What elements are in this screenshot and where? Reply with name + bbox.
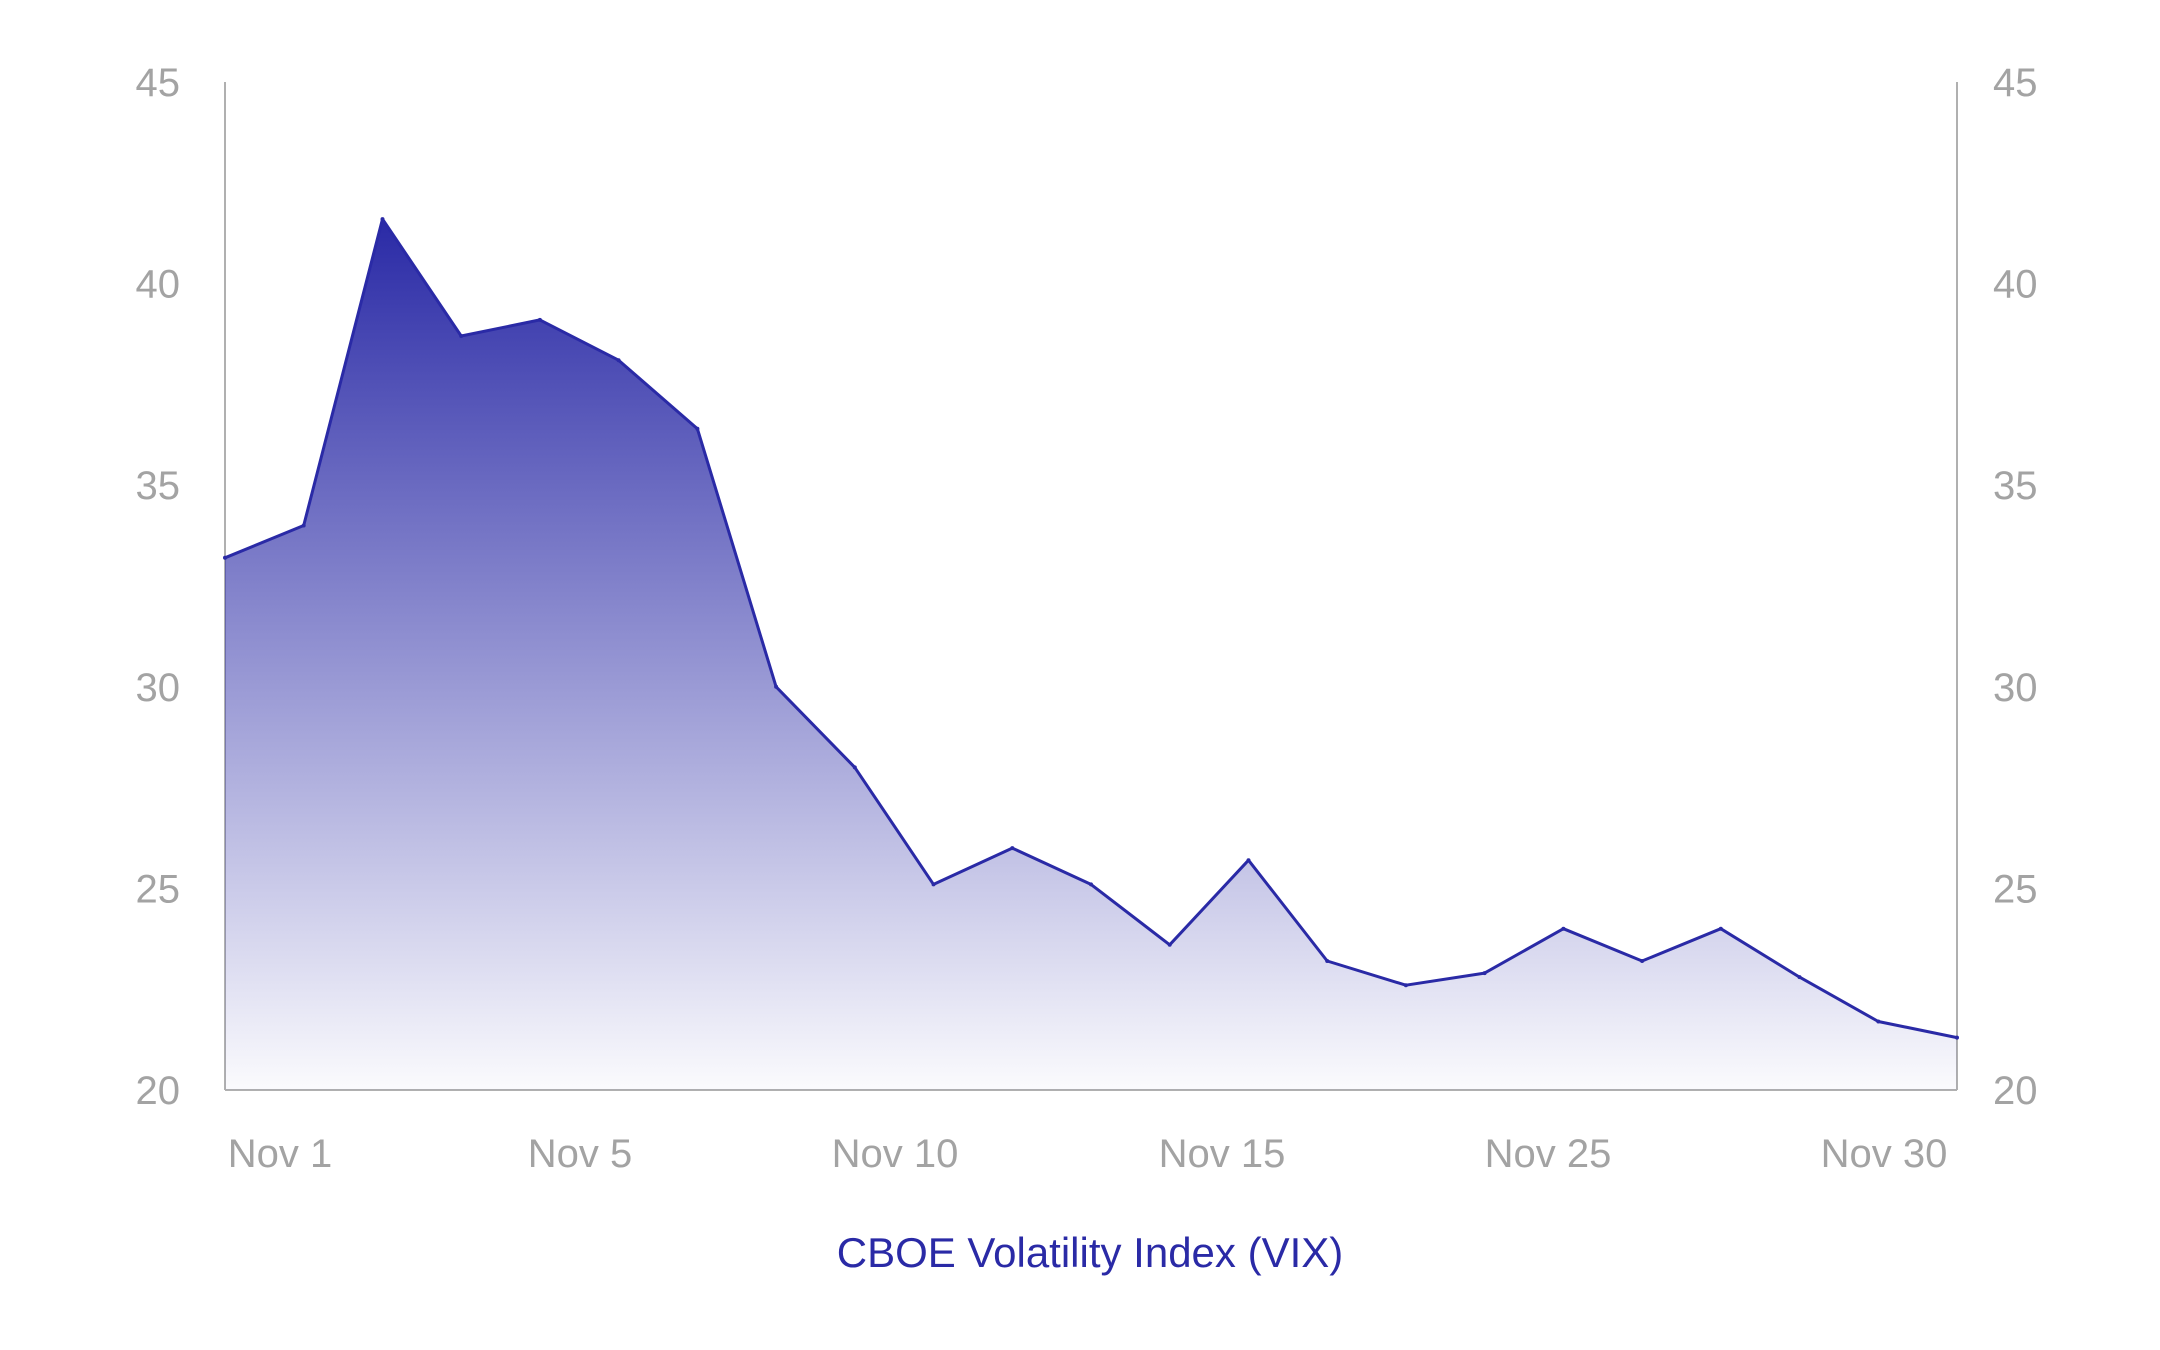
right-y-tick-label: 40: [1993, 263, 2038, 307]
vix-data-point: [1167, 942, 1172, 947]
x-tick-label: Nov 30: [1821, 1132, 1948, 1176]
right-y-tick-label: 35: [1993, 464, 2038, 508]
vix-data-point: [774, 684, 779, 689]
vix-data-point: [1955, 1035, 1959, 1040]
vix-data-point: [380, 217, 385, 222]
x-tick-label: Nov 1: [228, 1132, 333, 1176]
vix-data-point: [852, 765, 857, 770]
vix-data-point: [1325, 959, 1330, 963]
vix-data-point: [1561, 926, 1566, 931]
tick-labels: 20 20 25 25 30 30 35 35 40 40 45 45 Nov 1 Nov 5 Nov 10…: [136, 61, 2038, 1176]
left-y-tick-label: 30: [136, 666, 181, 710]
series-name-label: CBOE Volatility Index (VIX): [837, 1229, 1344, 1276]
vix-data-point: [1876, 1019, 1881, 1024]
vix-data-point: [931, 882, 936, 887]
left-y-tick-label: 35: [136, 464, 181, 508]
vix-data-point: [695, 426, 700, 431]
vix-area-fill: [225, 219, 1957, 1091]
vix-data-point: [1718, 926, 1723, 931]
vix-data-point: [1089, 882, 1093, 887]
vix-data-point: [1403, 983, 1408, 988]
vix-data-point: [1640, 959, 1645, 963]
vix-data-point: [1797, 975, 1802, 980]
x-tick-label: Nov 25: [1485, 1132, 1612, 1176]
vix-data-point: [616, 358, 621, 363]
vix-data-point: [537, 317, 542, 322]
left-y-tick-label: 20: [136, 1069, 181, 1113]
x-tick-label: Nov 15: [1159, 1132, 1286, 1176]
area-layer: [223, 217, 1959, 1091]
left-y-tick-label: 45: [136, 61, 181, 105]
vix-data-point: [1010, 846, 1015, 851]
right-y-tick-label: 20: [1993, 1069, 2038, 1113]
left-y-tick-label: 25: [136, 867, 181, 911]
vix-data-point: [459, 334, 464, 338]
right-y-tick-label: 30: [1993, 666, 2038, 710]
vix-data-point: [1246, 858, 1251, 863]
vix-data-point: [301, 523, 306, 528]
vix-data-point: [223, 555, 227, 560]
right-y-tick-label: 25: [1993, 867, 2038, 911]
left-y-tick-label: 40: [136, 263, 181, 307]
right-y-tick-label: 45: [1993, 61, 2038, 105]
vix-data-point: [1482, 971, 1487, 976]
x-tick-label: Nov 5: [528, 1132, 633, 1176]
x-tick-label: Nov 10: [832, 1132, 959, 1176]
